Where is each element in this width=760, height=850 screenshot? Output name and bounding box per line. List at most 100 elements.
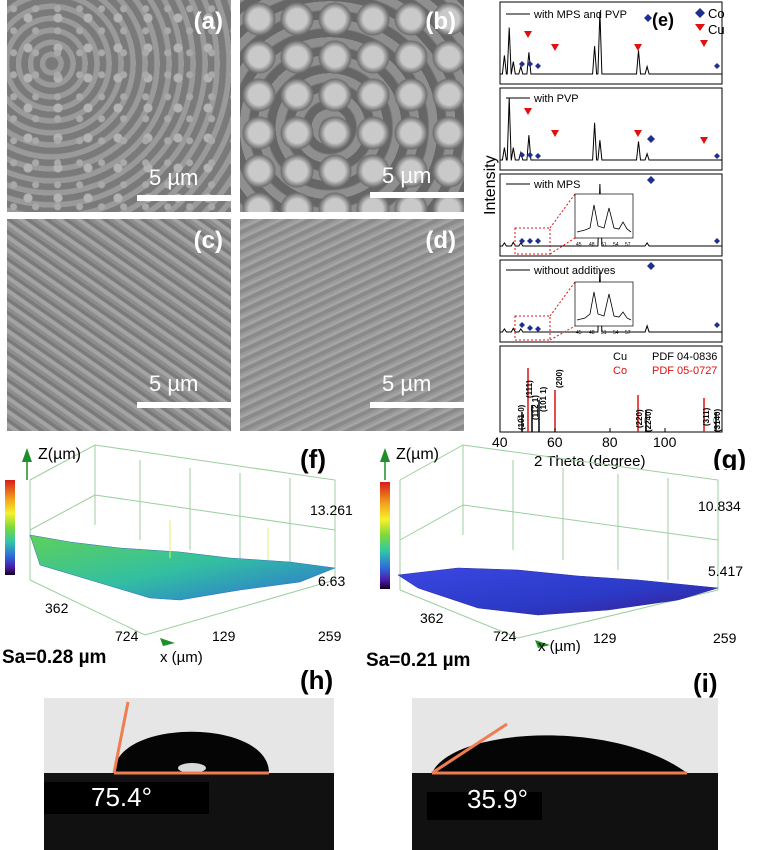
cu-marker-legend xyxy=(695,24,705,31)
angle-value-1: 75.4° xyxy=(91,782,153,812)
xrd-trace-pvp xyxy=(500,97,722,161)
y-tick-f-2: 724 xyxy=(115,628,139,644)
x-tick-i-1: 129 xyxy=(593,630,617,646)
inset-trace-4 xyxy=(576,291,632,321)
z-arrow-icon xyxy=(380,448,390,462)
cu-marker xyxy=(634,44,642,51)
xrd-chart: with MPS and PVP with PVP with MPS witho… xyxy=(482,1,746,470)
scale-label-d: 5 µm xyxy=(382,371,432,396)
tangent-1 xyxy=(112,701,130,774)
surface-plot-f xyxy=(5,444,336,646)
x-arrow-icon xyxy=(160,638,175,646)
surface-i xyxy=(397,567,719,616)
profilometry-i: Z(µm) 10.834 5.417 362 724 129 259 x (µm… xyxy=(366,440,760,700)
profilometry-f: Z(µm) (f) 13.261 6.63 362 724 129 259 x … xyxy=(0,440,370,700)
xrd-frame-3 xyxy=(499,173,723,257)
inset-tick: 54 xyxy=(613,330,619,336)
inset-tick: 51 xyxy=(601,330,607,336)
y-tick-i-1: 362 xyxy=(420,610,444,626)
co-marker xyxy=(535,153,541,159)
z-label-i: Z(µm) xyxy=(396,446,439,463)
sa-value-f: Sa=0.28 µm xyxy=(2,647,107,668)
hkl-label: (220) xyxy=(635,409,644,428)
x-tick: 80 xyxy=(602,434,618,450)
co-marker xyxy=(647,176,655,184)
inset-tick: 51 xyxy=(601,242,607,248)
z-mid-i: 5.417 xyxy=(708,563,744,579)
x-tick-i-2: 259 xyxy=(713,630,737,646)
sem-image-c: (c) 5 µm xyxy=(7,219,231,431)
scale-bar-c xyxy=(137,402,231,408)
z-mid-f: 6.63 xyxy=(318,573,346,589)
inset-box-3 xyxy=(574,193,634,239)
contact-angle-photo-2: 35.9° xyxy=(412,698,718,850)
ref-co-pdf: PDF 05-0727 xyxy=(652,365,717,377)
xrd-frame-2 xyxy=(499,87,723,171)
markers-3: 45 48 51 54 57 xyxy=(514,176,720,255)
x-tick: 60 xyxy=(547,434,563,450)
xrd-trace-none xyxy=(500,269,722,333)
x-tick-f-1: 129 xyxy=(212,628,236,644)
cu-marker xyxy=(524,31,532,38)
co-marker xyxy=(519,322,525,328)
co-marker xyxy=(527,325,533,331)
cu-marker xyxy=(524,108,532,115)
scale-bar-d xyxy=(370,402,464,408)
inset-selection-3 xyxy=(514,227,551,255)
x-tick-f-2: 259 xyxy=(318,628,342,644)
panel-letter-i: (i) xyxy=(693,668,718,698)
inset-connector xyxy=(549,325,576,341)
hkl-label: (311) xyxy=(702,407,711,426)
y-tick-f-1: 362 xyxy=(45,600,69,616)
scale-label-c: 5 µm xyxy=(149,371,199,396)
z-max-i: 10.834 xyxy=(698,498,741,514)
xrd-frame-1 xyxy=(499,1,723,85)
co-marker xyxy=(527,61,533,67)
cu-marker xyxy=(700,137,708,144)
inset-tick: 57 xyxy=(625,242,631,248)
x-tick: 40 xyxy=(492,434,508,450)
panel-letter-e: (e) xyxy=(652,10,674,30)
reference-lines xyxy=(521,368,717,432)
hkl-label: (10̅1 1) xyxy=(539,386,548,412)
panel-letter-g: (g) xyxy=(713,444,746,470)
xrd-frame-ref xyxy=(499,345,723,433)
contact-angle-photo-1: 75.4° xyxy=(44,698,334,850)
inset-connector xyxy=(549,237,576,255)
cu-marker xyxy=(634,130,642,137)
hkl-label: (22̅40) xyxy=(644,409,653,432)
subplot-label-4: without additives xyxy=(533,265,616,277)
markers-1 xyxy=(519,14,720,69)
co-marker xyxy=(535,326,541,332)
co-marker xyxy=(527,238,533,244)
co-marker xyxy=(527,152,533,158)
x-arrow-icon xyxy=(535,640,550,648)
hkl-label: (200) xyxy=(555,369,564,388)
co-marker xyxy=(714,238,720,244)
legend-cu: Cu xyxy=(708,22,725,37)
subplot-label-1: with MPS and PVP xyxy=(533,9,627,21)
angle-value-2: 35.9° xyxy=(467,784,529,814)
legend-co: Co xyxy=(708,6,725,21)
co-marker xyxy=(714,322,720,328)
co-marker xyxy=(535,63,541,69)
panel-letter-b: (b) xyxy=(425,8,456,35)
subplot-label-2: with PVP xyxy=(533,93,579,105)
co-marker xyxy=(535,238,541,244)
panel-letter-c: (c) xyxy=(193,227,223,254)
xrd-trace-mps xyxy=(500,183,722,247)
colorbar-f xyxy=(5,480,15,575)
inset-trace-3 xyxy=(576,204,632,233)
co-marker-legend xyxy=(695,8,705,18)
z-label-f: Z(µm) xyxy=(38,446,81,463)
scale-label-a: 5 µm xyxy=(149,165,199,190)
x-label-i: x (µm) xyxy=(538,638,581,655)
markers-4: 45 48 51 54 57 xyxy=(514,262,720,341)
inset-tick: 54 xyxy=(613,242,619,248)
surface-f xyxy=(29,534,336,601)
cu-marker xyxy=(551,130,559,137)
droplet-2 xyxy=(432,735,687,773)
panel-letter-h: (h) xyxy=(300,665,334,695)
xrd-trace-mps-pvp xyxy=(500,11,722,75)
xrd-ylabel: Intensity xyxy=(482,155,499,215)
